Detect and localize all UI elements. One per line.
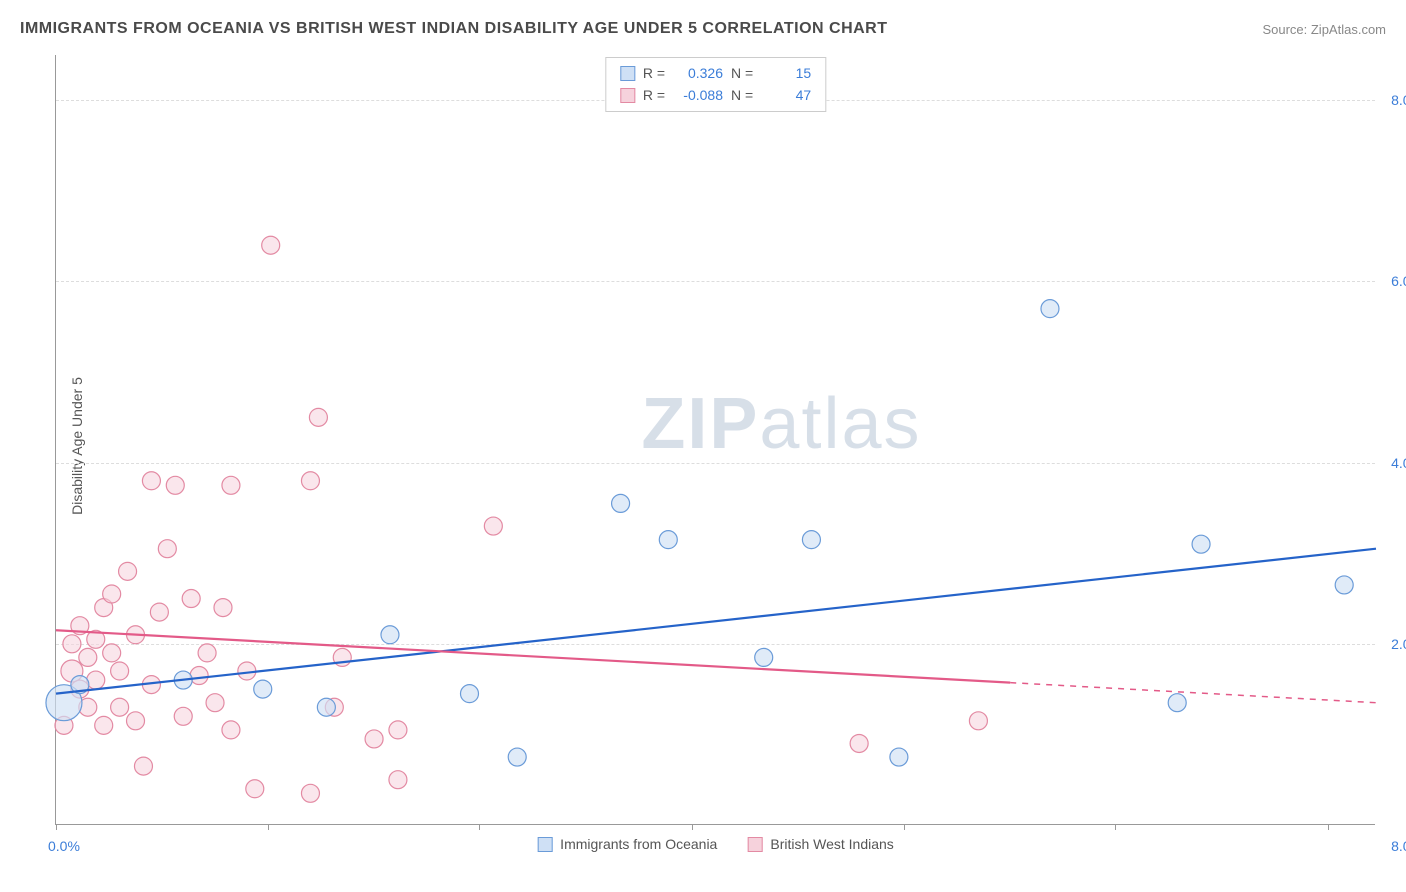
- data-point: [802, 531, 820, 549]
- data-point: [301, 472, 319, 490]
- series-legend: Immigrants from Oceania British West Ind…: [537, 836, 894, 852]
- legend-swatch-series-1: [620, 88, 635, 103]
- data-point: [182, 590, 200, 608]
- data-point: [301, 784, 319, 802]
- data-point: [198, 644, 216, 662]
- x-tick: [56, 824, 57, 830]
- correlation-legend: R = 0.326 N = 15 R = -0.088 N = 47: [605, 57, 826, 112]
- data-point: [890, 748, 908, 766]
- x-tick: [692, 824, 693, 830]
- legend-swatch-bottom-0: [537, 837, 552, 852]
- data-point: [969, 712, 987, 730]
- data-point: [659, 531, 677, 549]
- data-point: [214, 599, 232, 617]
- data-point: [317, 698, 335, 716]
- data-point: [103, 585, 121, 603]
- data-point: [1335, 576, 1353, 594]
- data-point: [111, 662, 129, 680]
- n-label: N =: [731, 84, 753, 106]
- data-point: [166, 476, 184, 494]
- data-point: [127, 712, 145, 730]
- r-label: R =: [643, 62, 665, 84]
- data-point: [119, 562, 137, 580]
- data-point: [63, 635, 81, 653]
- data-point: [254, 680, 272, 698]
- data-point: [484, 517, 502, 535]
- data-point: [1192, 535, 1210, 553]
- data-point: [755, 648, 773, 666]
- x-tick: [268, 824, 269, 830]
- r-value-1: -0.088: [673, 84, 723, 106]
- data-point: [95, 716, 113, 734]
- data-point: [222, 476, 240, 494]
- legend-item-series-0: Immigrants from Oceania: [537, 836, 717, 852]
- y-tick-label: 8.0%: [1391, 92, 1406, 108]
- legend-row-series-0: R = 0.326 N = 15: [620, 62, 811, 84]
- data-point: [508, 748, 526, 766]
- data-point: [174, 707, 192, 725]
- data-point: [103, 644, 121, 662]
- n-label: N =: [731, 62, 753, 84]
- y-tick-label: 2.0%: [1391, 636, 1406, 652]
- r-label: R =: [643, 84, 665, 106]
- legend-swatch-series-0: [620, 66, 635, 81]
- data-point: [1041, 300, 1059, 318]
- x-axis-max-label: 8.0%: [1391, 838, 1406, 854]
- data-point: [1168, 694, 1186, 712]
- source-attribution: Source: ZipAtlas.com: [1262, 22, 1386, 37]
- x-tick: [1115, 824, 1116, 830]
- data-point: [460, 685, 478, 703]
- data-point: [381, 626, 399, 644]
- data-point: [246, 780, 264, 798]
- x-tick: [1328, 824, 1329, 830]
- data-point: [389, 721, 407, 739]
- data-point: [87, 671, 105, 689]
- data-point: [190, 667, 208, 685]
- n-value-1: 47: [761, 84, 811, 106]
- legend-item-series-1: British West Indians: [747, 836, 893, 852]
- data-point: [309, 408, 327, 426]
- x-tick: [904, 824, 905, 830]
- legend-swatch-bottom-1: [747, 837, 762, 852]
- chart-svg: [56, 55, 1375, 824]
- y-tick-label: 6.0%: [1391, 273, 1406, 289]
- x-tick: [479, 824, 480, 830]
- data-point: [134, 757, 152, 775]
- data-point: [262, 236, 280, 254]
- data-point: [222, 721, 240, 739]
- data-point: [206, 694, 224, 712]
- legend-row-series-1: R = -0.088 N = 47: [620, 84, 811, 106]
- y-tick-label: 4.0%: [1391, 455, 1406, 471]
- data-point: [158, 540, 176, 558]
- data-point: [79, 648, 97, 666]
- legend-label-0: Immigrants from Oceania: [560, 836, 717, 852]
- data-point: [111, 698, 129, 716]
- r-value-0: 0.326: [673, 62, 723, 84]
- n-value-0: 15: [761, 62, 811, 84]
- plot-area: ZIPatlas R = 0.326 N = 15 R = -0.088 N =…: [55, 55, 1375, 825]
- data-point: [389, 771, 407, 789]
- data-point: [612, 494, 630, 512]
- legend-label-1: British West Indians: [770, 836, 893, 852]
- data-point: [365, 730, 383, 748]
- data-point: [850, 734, 868, 752]
- data-point: [150, 603, 168, 621]
- data-point: [142, 472, 160, 490]
- x-axis-min-label: 0.0%: [48, 838, 80, 854]
- chart-title: IMMIGRANTS FROM OCEANIA VS BRITISH WEST …: [20, 20, 888, 38]
